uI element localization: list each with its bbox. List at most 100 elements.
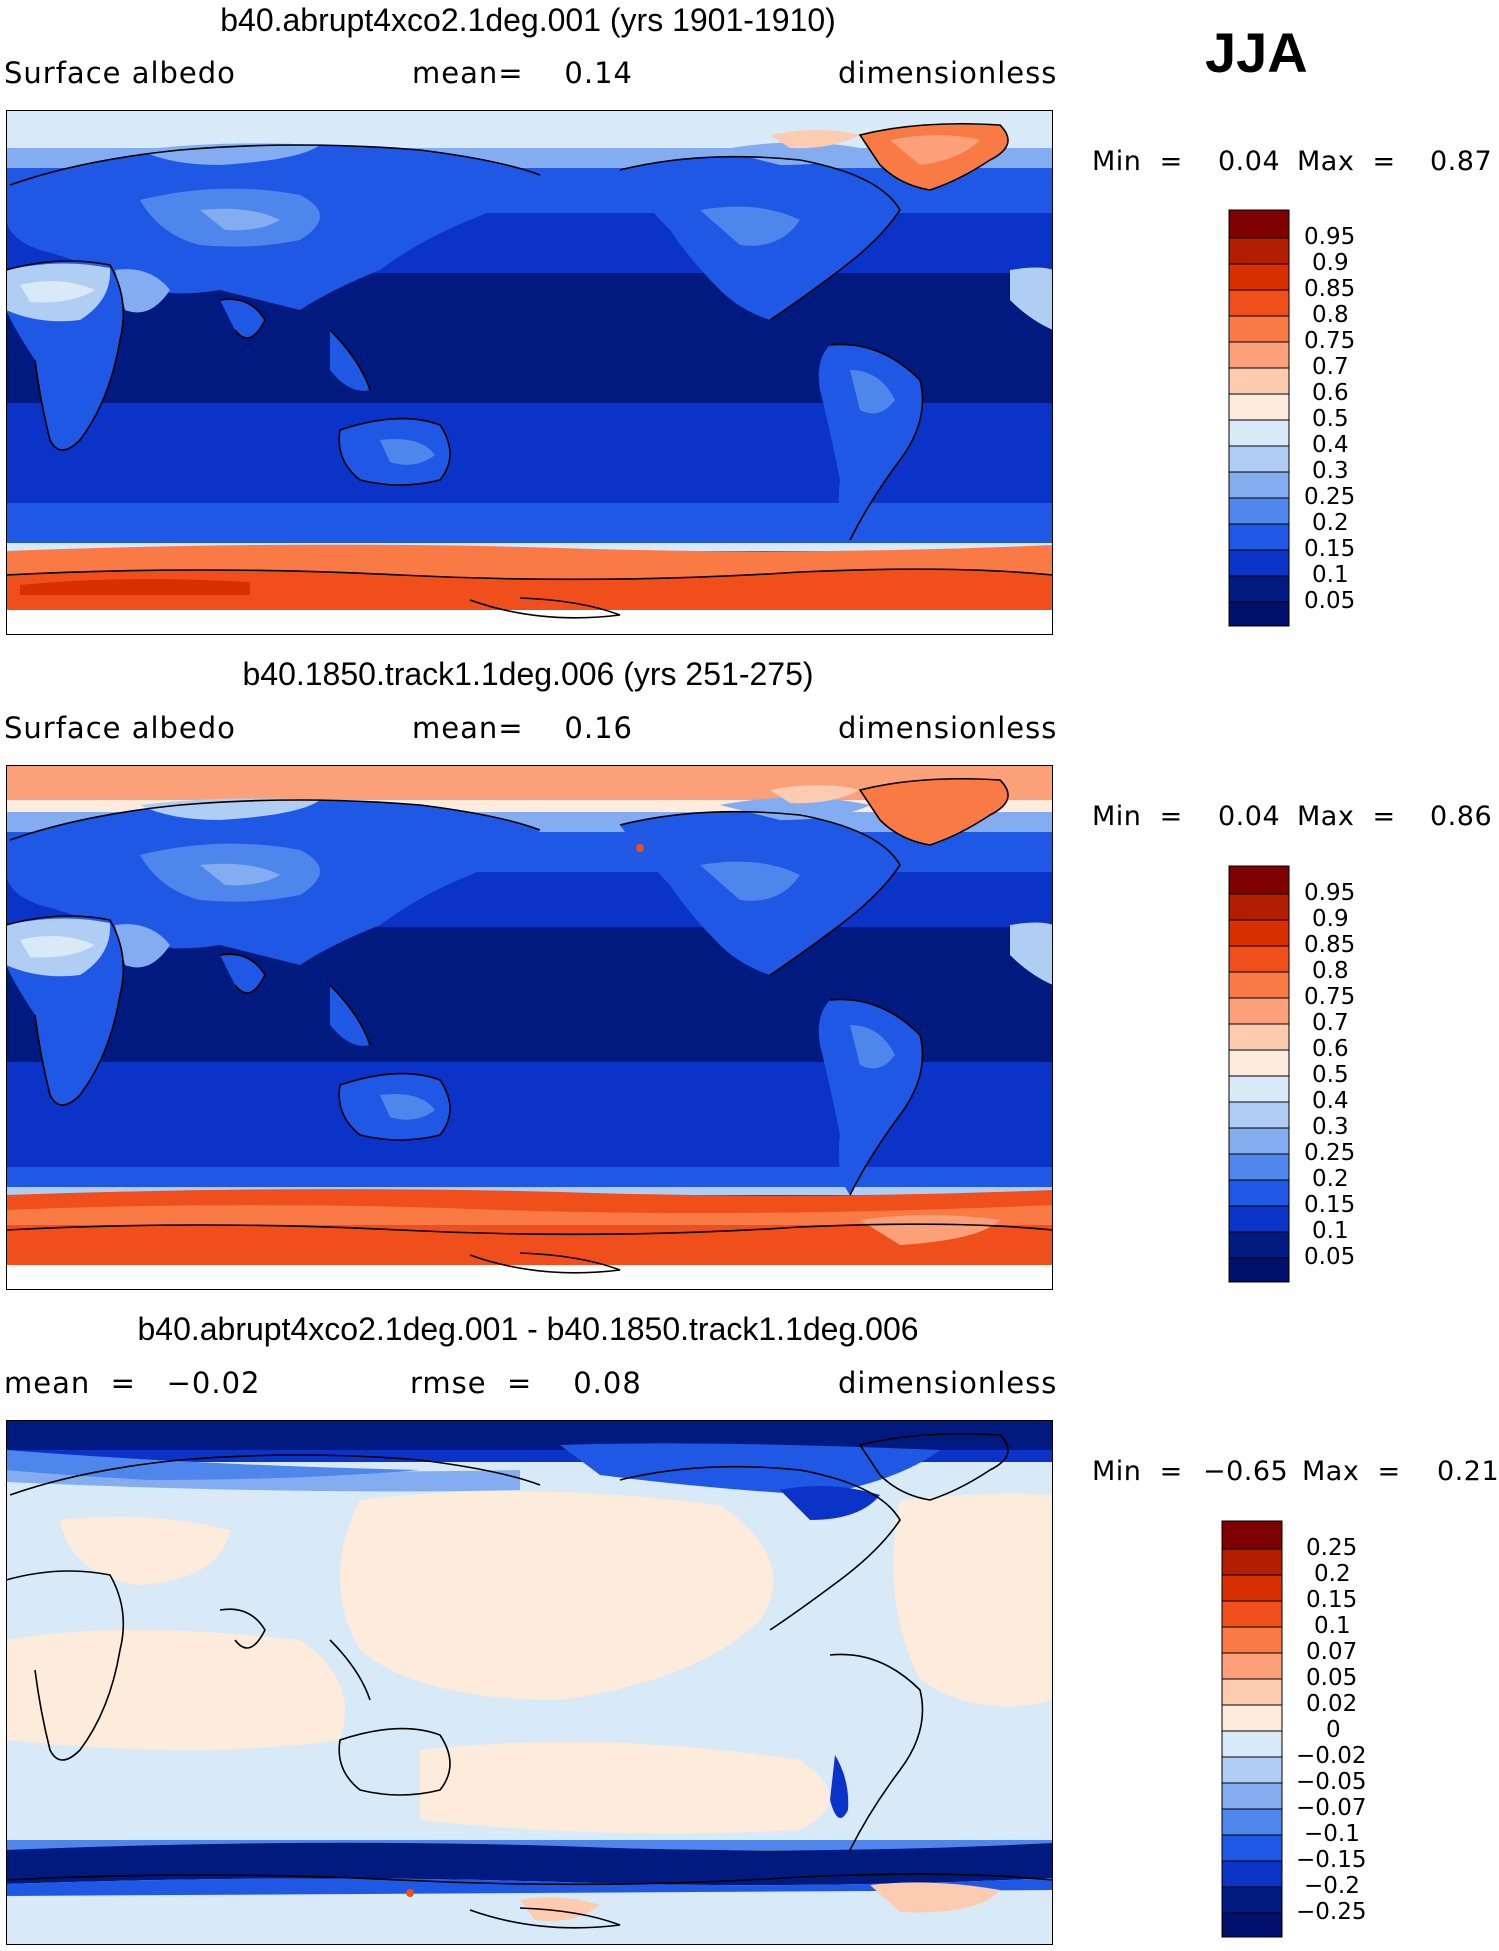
panel-3-max-value: 0.21 bbox=[1437, 1456, 1499, 1487]
colorbar-swatch bbox=[1221, 1600, 1283, 1628]
panel-2-map bbox=[6, 765, 1053, 1290]
colorbar-swatch bbox=[1228, 575, 1290, 603]
colorbar-3-label: 0.05 bbox=[1306, 1665, 1358, 1691]
colorbar-swatch bbox=[1221, 1912, 1283, 1938]
colorbar-swatch bbox=[1228, 893, 1290, 921]
colorbar-swatch bbox=[1221, 1782, 1283, 1810]
colorbar-swatch bbox=[1228, 315, 1290, 343]
panel-2-colorbar bbox=[1228, 865, 1290, 1283]
colorbar-swatch bbox=[1228, 1049, 1290, 1077]
colorbar-swatch bbox=[1221, 1678, 1283, 1706]
panel-1-min-value: 0.04 bbox=[1218, 146, 1281, 177]
colorbar-swatch bbox=[1221, 1626, 1283, 1654]
panel-3-max-label: Max = bbox=[1302, 1456, 1401, 1487]
colorbar-3-label: 0.2 bbox=[1314, 1561, 1351, 1587]
panel-1-max-value: 0.87 bbox=[1430, 146, 1493, 177]
colorbar-swatch bbox=[1228, 341, 1290, 369]
colorbar-3-label: 0.02 bbox=[1306, 1691, 1358, 1717]
panel-2-title: b40.1850.track1.1deg.006 (yrs 251-275) bbox=[242, 656, 814, 692]
panel-3-rmse-label: rmse = 0.08 bbox=[410, 1366, 642, 1400]
colorbar-swatch bbox=[1228, 601, 1290, 627]
panel-3-mean-label: mean = −0.02 bbox=[4, 1366, 261, 1400]
colorbar-2-label: 0.05 bbox=[1304, 1244, 1356, 1270]
colorbar-swatch bbox=[1228, 471, 1290, 499]
colorbar-1-label: 0.15 bbox=[1304, 536, 1356, 562]
colorbar-2-label: 0.1 bbox=[1312, 1218, 1349, 1244]
colorbar-1-label: 0.4 bbox=[1312, 432, 1349, 458]
colorbar-swatch bbox=[1228, 367, 1290, 395]
colorbar-1-label: 0.5 bbox=[1312, 406, 1349, 432]
colorbar-swatch bbox=[1228, 523, 1290, 551]
colorbar-swatch bbox=[1228, 1023, 1290, 1051]
colorbar-1-label: 0.1 bbox=[1312, 562, 1349, 588]
panel-2-variable-label: Surface albedo bbox=[4, 711, 236, 745]
panel-1-colorbar bbox=[1228, 209, 1290, 627]
panel-2-min-label: Min = bbox=[1092, 801, 1183, 832]
colorbar-swatch bbox=[1221, 1886, 1283, 1914]
panel-1-max-label: Max = bbox=[1297, 146, 1396, 177]
colorbar-1-label: 0.8 bbox=[1312, 302, 1349, 328]
colorbar-swatch bbox=[1228, 1231, 1290, 1259]
colorbar-2-label: 0.2 bbox=[1312, 1166, 1349, 1192]
colorbar-2-label: 0.95 bbox=[1304, 880, 1356, 906]
colorbar-1-label: 0.2 bbox=[1312, 510, 1349, 536]
colorbar-swatch bbox=[1228, 263, 1290, 291]
colorbar-3-label: −0.1 bbox=[1304, 1821, 1360, 1847]
colorbar-swatch bbox=[1228, 1257, 1290, 1283]
colorbar-swatch bbox=[1228, 919, 1290, 947]
colorbar-swatch bbox=[1228, 237, 1290, 265]
colorbar-swatch bbox=[1228, 209, 1290, 239]
colorbar-swatch bbox=[1221, 1574, 1283, 1602]
colorbar-swatch bbox=[1221, 1548, 1283, 1576]
panel-1-variable-label: Surface albedo bbox=[4, 56, 236, 90]
colorbar-swatch bbox=[1221, 1808, 1283, 1836]
panel-2-mean-label: mean= 0.16 bbox=[412, 711, 633, 745]
colorbar-swatch bbox=[1228, 945, 1290, 973]
colorbar-3-label: 0.15 bbox=[1306, 1587, 1358, 1613]
colorbar-3-label: −0.2 bbox=[1304, 1873, 1360, 1899]
colorbar-3-label: −0.07 bbox=[1296, 1795, 1367, 1821]
panel-2-max-label: Max = bbox=[1297, 801, 1396, 832]
colorbar-2-label: 0.9 bbox=[1312, 906, 1349, 932]
colorbar-2-label: 0.5 bbox=[1312, 1062, 1349, 1088]
colorbar-3-label: 0 bbox=[1326, 1717, 1341, 1743]
colorbar-2-label: 0.3 bbox=[1312, 1114, 1349, 1140]
colorbar-2-label: 0.25 bbox=[1304, 1140, 1356, 1166]
panel-3-min-value: −0.65 bbox=[1203, 1456, 1289, 1487]
colorbar-2-label: 0.7 bbox=[1312, 1010, 1349, 1036]
colorbar-1-label: 0.95 bbox=[1304, 224, 1356, 250]
panel-1-min-label: Min = bbox=[1092, 146, 1183, 177]
panel-1-title: b40.abrupt4xco2.1deg.001 (yrs 1901-1910) bbox=[220, 2, 836, 38]
panel-1-mean-label: mean= 0.14 bbox=[412, 56, 633, 90]
colorbar-swatch bbox=[1221, 1704, 1283, 1732]
panel-1-map bbox=[6, 110, 1053, 635]
colorbar-2-label: 0.8 bbox=[1312, 958, 1349, 984]
colorbar-1-label: 0.05 bbox=[1304, 588, 1356, 614]
colorbar-swatch bbox=[1221, 1756, 1283, 1784]
colorbar-2-label: 0.15 bbox=[1304, 1192, 1356, 1218]
panel-1-units-label: dimensionless bbox=[838, 56, 1058, 90]
colorbar-1-label: 0.7 bbox=[1312, 354, 1349, 380]
colorbar-3-label: 0.25 bbox=[1306, 1535, 1358, 1561]
colorbar-1-label: 0.85 bbox=[1304, 276, 1356, 302]
colorbar-swatch bbox=[1228, 865, 1290, 895]
season-label: JJA bbox=[1205, 21, 1308, 84]
panel-2-min-value: 0.04 bbox=[1218, 801, 1281, 832]
colorbar-swatch bbox=[1221, 1730, 1283, 1758]
colorbar-swatch bbox=[1221, 1860, 1283, 1888]
colorbar-swatch bbox=[1228, 549, 1290, 577]
colorbar-swatch bbox=[1228, 289, 1290, 317]
colorbar-1-label: 0.75 bbox=[1304, 328, 1356, 354]
colorbar-3-label: −0.05 bbox=[1296, 1769, 1367, 1795]
colorbar-swatch bbox=[1228, 997, 1290, 1025]
colorbar-1-label: 0.3 bbox=[1312, 458, 1349, 484]
colorbar-swatch bbox=[1228, 1127, 1290, 1155]
panel-3-units-label: dimensionless bbox=[838, 1366, 1058, 1400]
colorbar-swatch bbox=[1221, 1520, 1283, 1550]
colorbar-3-label: 0.07 bbox=[1306, 1639, 1358, 1665]
colorbar-swatch bbox=[1228, 445, 1290, 473]
panel-3-min-label: Min = bbox=[1092, 1456, 1183, 1487]
colorbar-swatch bbox=[1221, 1652, 1283, 1680]
panel-3-colorbar bbox=[1221, 1520, 1283, 1938]
